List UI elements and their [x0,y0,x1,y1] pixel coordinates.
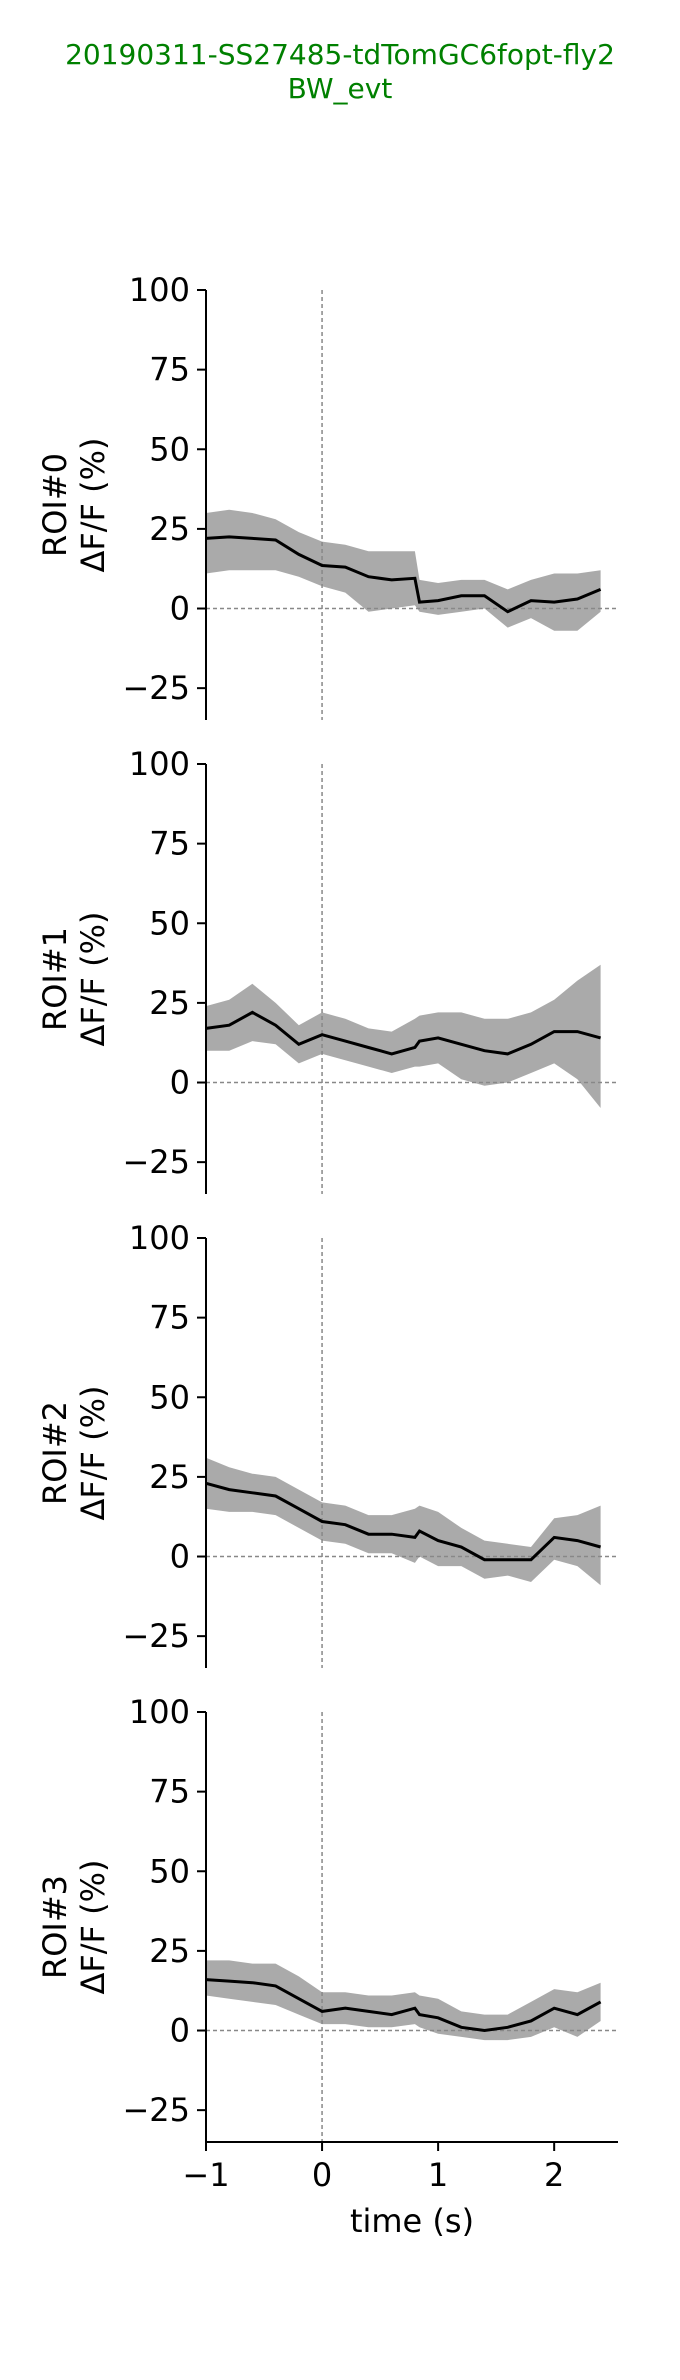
figure-title-line-2: BW_evt [287,72,393,105]
roi1-ytick-label-3: 25 [149,984,190,1022]
roi3-ytick-label-2: 50 [149,1852,190,1890]
roi1-ytick-label-5: −25 [122,1143,190,1181]
roi1-ytick-label-2: 50 [149,904,190,942]
roi2-ytick-label-1: 75 [149,1299,190,1337]
roi0-sem-band [206,509,601,631]
roi1-ylabel-roi: ROI#1 [36,927,74,1031]
roi3-sem-band [206,1960,601,2041]
figure-title: 20190311-SS27485-tdTomGC6fopt-fly2 BW_ev… [0,38,680,106]
roi1-ytick-label-0: 100 [129,745,190,783]
roi3-ytick-label-5: −25 [122,2091,190,2129]
roi3-ytick-label-4: 0 [170,2012,190,2050]
roi3-xtick-label-2: 1 [428,2156,448,2194]
roi2-ytick-label-3: 25 [149,1458,190,1496]
roi2-ytick-label-0: 100 [129,1219,190,1257]
roi1-ytick-label-1: 75 [149,825,190,863]
roi2-mean-trace [205,1481,601,1562]
roi2-ytick-label-5: −25 [122,1617,190,1655]
roi0-ytick-label-3: 25 [149,510,190,548]
roi0-ytick-label-2: 50 [149,430,190,468]
roi0-ytick-label-0: 100 [129,271,190,309]
roi3-ytick-label-0: 100 [129,1693,190,1731]
roi1-mean-trace [205,1010,601,1056]
roi2-ytick-label-2: 50 [149,1378,190,1416]
roi3-xtick-label-1: 0 [312,2156,332,2194]
roi0-ylabel-roi: ROI#0 [36,453,74,557]
roi2-ylabel-roi: ROI#2 [36,1401,74,1505]
roi0-ylabel-dff: ΔF/F (%) [74,437,112,572]
roi0-ytick-label-5: −25 [122,669,190,707]
roi3-xtick-label-3: 2 [544,2156,564,2194]
roi3-xlabel: time (s) [350,2202,474,2240]
roi3-mean-trace [205,1978,602,2033]
roi0-ytick-label-1: 75 [149,351,190,389]
figure-title-line-1: 20190311-SS27485-tdTomGC6fopt-fly2 [65,38,615,71]
roi3-ytick-label-1: 75 [149,1773,190,1811]
roi0-ytick-label-4: 0 [170,590,190,628]
roi3-ytick-label-3: 25 [149,1932,190,1970]
roi1-ylabel-dff: ΔF/F (%) [74,911,112,1046]
roi3-xtick-label-0: −1 [182,2156,229,2194]
roi3-ylabel-roi: ROI#3 [36,1875,74,1979]
roi2-ylabel-dff: ΔF/F (%) [74,1385,112,1520]
roi3-ylabel-dff: ΔF/F (%) [74,1859,112,1994]
roi2-ytick-label-4: 0 [170,1538,190,1576]
roi1-ytick-label-4: 0 [170,1064,190,1102]
roi0-mean-trace [205,535,602,614]
roi1-sem-band [206,964,601,1108]
roi2-sem-band [206,1457,601,1586]
